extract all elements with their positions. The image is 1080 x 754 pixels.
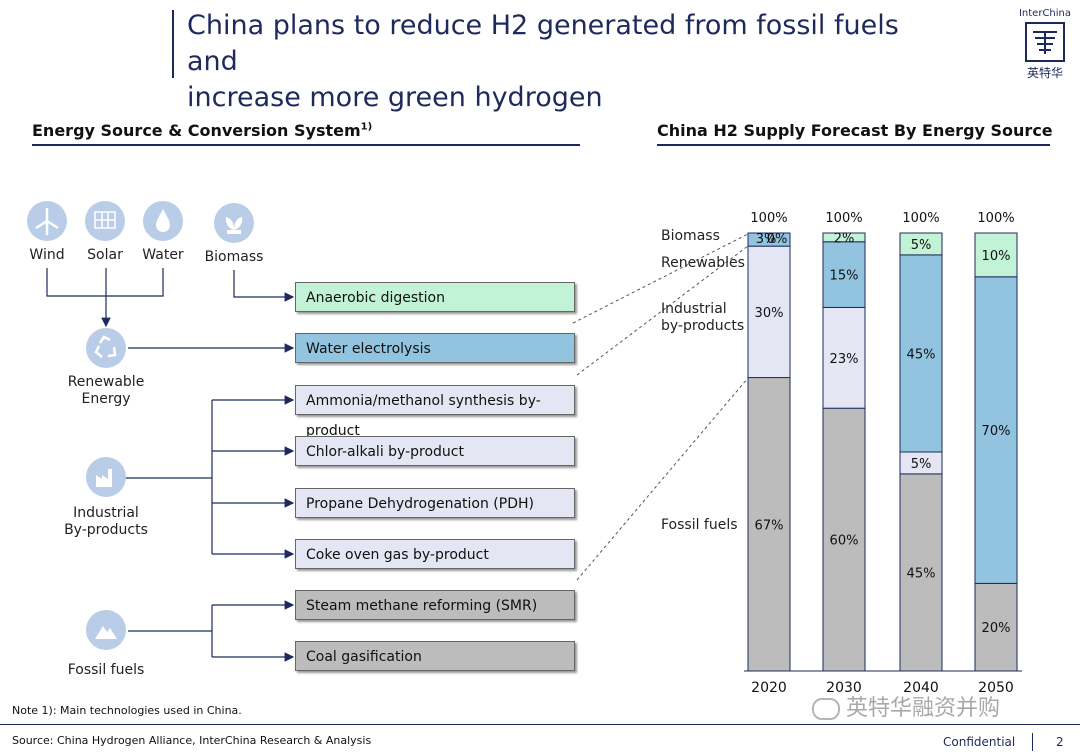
total-label-2020: 100% [750, 211, 787, 226]
bar-segment-2030-2 [822, 241, 866, 308]
data-label-2030-2: 15% [830, 269, 859, 284]
data-label-2040-0: 45% [907, 566, 936, 581]
solar-panel-icon [85, 201, 125, 241]
bar-segment-2030-3 [822, 232, 866, 243]
bar-segment-2030-1 [822, 306, 866, 409]
data-label-2030-0: 60% [830, 534, 859, 549]
bar-segment-2050-3 [974, 232, 1018, 278]
fossil-fuels-label: Fossil fuels [67, 662, 145, 678]
category-label-2020: 2020 [751, 680, 787, 696]
title-accent-bar [172, 10, 174, 78]
total-label-2050: 100% [977, 211, 1014, 226]
data-label-2040-1: 5% [911, 457, 932, 472]
recycle-icon [86, 328, 126, 368]
factory-icon [86, 457, 126, 497]
data-label-2050-3: 10% [982, 249, 1011, 264]
logo-seal-icon [1025, 22, 1065, 62]
industrial-byproducts-label: Industrial By-products [64, 505, 148, 538]
footer-separator [1032, 733, 1033, 751]
right-section-underline [657, 144, 1050, 146]
wind-icon [27, 201, 67, 241]
tech-anaerobic-digestion: Anaerobic digestion [295, 282, 575, 312]
chart-label-industrial: Industrial by-products [661, 301, 745, 334]
tech-chlor-alkali: Chlor-alkali by-product [295, 436, 575, 466]
wechat-icon [812, 698, 840, 720]
renewable-energy-label: Renewable Energy [67, 374, 145, 407]
data-label-2020-3: 0% [767, 232, 788, 247]
bar-segment-2020-2 [747, 232, 791, 247]
chart-label-renewables: Renewables [661, 255, 745, 271]
water-drop-icon [143, 201, 183, 241]
wind-label: Wind [29, 247, 65, 263]
confidential-label: Confidential [943, 735, 1016, 749]
logo-text-top: InterChina [1018, 8, 1072, 19]
bar-segment-2040-2 [899, 254, 943, 453]
category-label-2030: 2030 [826, 680, 862, 696]
solar-label: Solar [87, 247, 123, 263]
total-label-2030: 100% [825, 211, 862, 226]
tech-steam-methane-reforming: Steam methane reforming (SMR) [295, 590, 575, 620]
bar-segment-2040-3 [899, 232, 943, 256]
page-number: 2 [1056, 735, 1064, 749]
footer-divider [0, 724, 1080, 725]
tech-coke-oven-gas: Coke oven gas by-product [295, 539, 575, 569]
company-logo: InterChina 英特华 [1016, 8, 1074, 86]
data-label-2050-0: 20% [982, 621, 1011, 636]
bar-segment-2030-0 [822, 407, 866, 672]
category-label-2040: 2040 [903, 680, 939, 696]
left-section-heading: Energy Source & Conversion System1) [32, 121, 373, 140]
tech-water-electrolysis: Water electrolysis [295, 333, 575, 363]
page-title: China plans to reduce H2 generated from … [187, 8, 947, 116]
mountain-icon [86, 610, 126, 650]
tech-ammonia-methanol: Ammonia/methanol synthesis by-product [295, 385, 575, 439]
data-label-2020-1: 30% [755, 306, 784, 321]
left-section-underline [32, 144, 580, 146]
tech-coal-gasification: Coal gasification [295, 641, 575, 671]
right-section-heading: China H2 Supply Forecast By Energy Sourc… [657, 121, 1053, 140]
data-label-2030-1: 23% [830, 352, 859, 367]
water-label: Water [142, 247, 184, 263]
footnote: Note 1): Main technologies used in China… [12, 704, 242, 717]
category-label-2050: 2050 [978, 680, 1014, 696]
biomass-plant-icon [214, 203, 254, 243]
watermark: 英特华融资并购 [812, 690, 1062, 724]
data-label-2040-3: 5% [911, 238, 932, 253]
bar-segment-2040-0 [899, 473, 943, 672]
source-note: Source: China Hydrogen Alliance, InterCh… [12, 734, 372, 747]
data-label-2020-0: 67% [755, 518, 784, 533]
tech-propane-dehydrogenation: Propane Dehydrogenation (PDH) [295, 488, 575, 518]
bar-segment-2020-1 [747, 245, 791, 379]
chart-label-fossil: Fossil fuels [661, 517, 738, 533]
total-label-2040: 100% [902, 211, 939, 226]
data-label-2050-2: 70% [982, 424, 1011, 439]
title-line-2: increase more green hydrogen [187, 82, 603, 113]
data-label-2040-2: 45% [907, 347, 936, 362]
data-label-2030-3: 2% [834, 231, 855, 246]
biomass-label: Biomass [204, 249, 264, 265]
data-label-2020-2: 3% [756, 232, 777, 247]
bar-segment-2020-0 [747, 377, 791, 672]
logo-text-bottom: 英特华 [1026, 66, 1063, 80]
chart-label-biomass: Biomass [661, 228, 720, 244]
title-line-1: China plans to reduce H2 generated from … [187, 10, 899, 77]
